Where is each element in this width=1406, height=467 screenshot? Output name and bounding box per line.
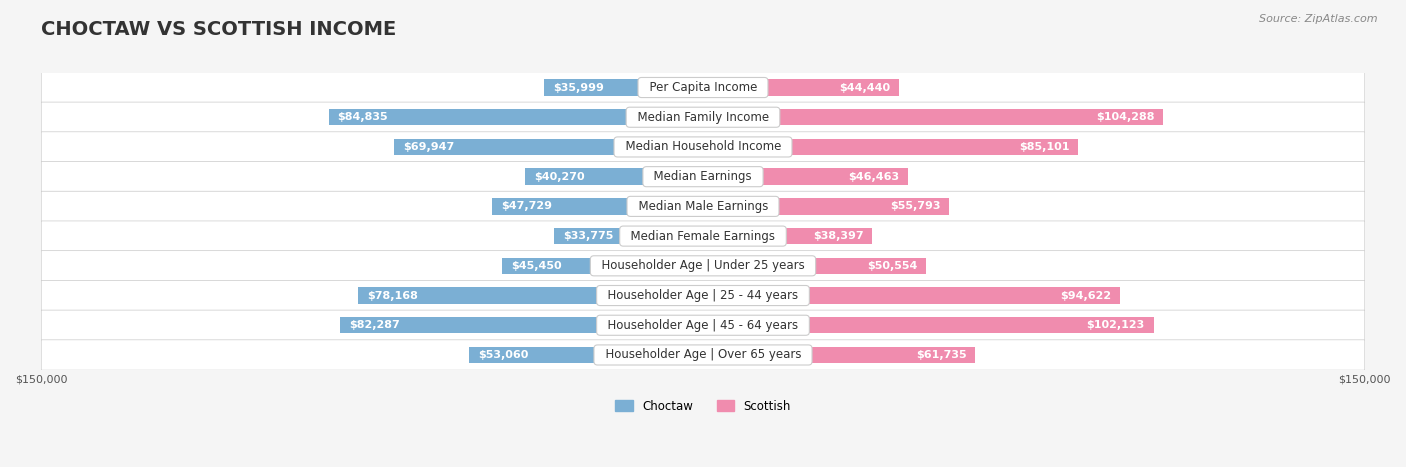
Bar xyxy=(395,139,703,155)
Text: Householder Age | 45 - 64 years: Householder Age | 45 - 64 years xyxy=(600,319,806,332)
Text: $78,168: $78,168 xyxy=(367,290,418,301)
Text: $45,450: $45,450 xyxy=(512,261,562,271)
FancyBboxPatch shape xyxy=(41,162,1365,192)
Bar xyxy=(544,79,703,96)
Text: $46,463: $46,463 xyxy=(848,172,900,182)
Text: Median Female Earnings: Median Female Earnings xyxy=(623,230,783,242)
Text: $50,554: $50,554 xyxy=(868,261,917,271)
Text: $38,397: $38,397 xyxy=(813,231,863,241)
Bar xyxy=(329,109,703,126)
FancyBboxPatch shape xyxy=(41,72,1365,103)
Bar xyxy=(470,347,703,363)
Bar xyxy=(703,317,1153,333)
FancyBboxPatch shape xyxy=(41,102,1365,132)
Bar xyxy=(703,198,949,214)
Text: $44,440: $44,440 xyxy=(839,83,890,92)
Text: $102,123: $102,123 xyxy=(1087,320,1144,330)
Bar xyxy=(703,258,927,274)
Text: $40,270: $40,270 xyxy=(534,172,585,182)
Bar xyxy=(492,198,703,214)
Text: $85,101: $85,101 xyxy=(1019,142,1070,152)
Text: $69,947: $69,947 xyxy=(404,142,454,152)
Text: $53,060: $53,060 xyxy=(478,350,529,360)
Text: Median Earnings: Median Earnings xyxy=(647,170,759,183)
FancyBboxPatch shape xyxy=(41,310,1365,340)
FancyBboxPatch shape xyxy=(41,191,1365,221)
Text: Householder Age | 25 - 44 years: Householder Age | 25 - 44 years xyxy=(600,289,806,302)
Bar xyxy=(703,169,908,185)
Bar xyxy=(703,109,1163,126)
Bar xyxy=(703,287,1121,304)
Text: $33,775: $33,775 xyxy=(562,231,613,241)
Text: Householder Age | Under 25 years: Householder Age | Under 25 years xyxy=(593,259,813,272)
Text: $82,287: $82,287 xyxy=(349,320,399,330)
Text: $61,735: $61,735 xyxy=(915,350,966,360)
Text: Householder Age | Over 65 years: Householder Age | Over 65 years xyxy=(598,348,808,361)
Bar xyxy=(703,228,872,244)
FancyBboxPatch shape xyxy=(41,340,1365,370)
Text: $35,999: $35,999 xyxy=(553,83,605,92)
Bar xyxy=(340,317,703,333)
Bar xyxy=(359,287,703,304)
Text: Per Capita Income: Per Capita Income xyxy=(641,81,765,94)
Text: Median Male Earnings: Median Male Earnings xyxy=(630,200,776,213)
Bar xyxy=(526,169,703,185)
Bar xyxy=(703,139,1078,155)
Text: CHOCTAW VS SCOTTISH INCOME: CHOCTAW VS SCOTTISH INCOME xyxy=(41,20,396,39)
Text: $94,622: $94,622 xyxy=(1060,290,1112,301)
Text: $55,793: $55,793 xyxy=(890,201,941,212)
Text: Median Family Income: Median Family Income xyxy=(630,111,776,124)
Bar xyxy=(554,228,703,244)
FancyBboxPatch shape xyxy=(41,251,1365,281)
FancyBboxPatch shape xyxy=(41,221,1365,251)
Text: $84,835: $84,835 xyxy=(337,112,388,122)
Text: Source: ZipAtlas.com: Source: ZipAtlas.com xyxy=(1260,14,1378,24)
Legend: Choctaw, Scottish: Choctaw, Scottish xyxy=(610,395,796,417)
Bar xyxy=(703,347,976,363)
Text: $104,288: $104,288 xyxy=(1095,112,1154,122)
Text: $47,729: $47,729 xyxy=(502,201,553,212)
Text: Median Household Income: Median Household Income xyxy=(617,141,789,154)
FancyBboxPatch shape xyxy=(41,280,1365,311)
FancyBboxPatch shape xyxy=(41,132,1365,162)
Bar xyxy=(703,79,898,96)
Bar xyxy=(502,258,703,274)
